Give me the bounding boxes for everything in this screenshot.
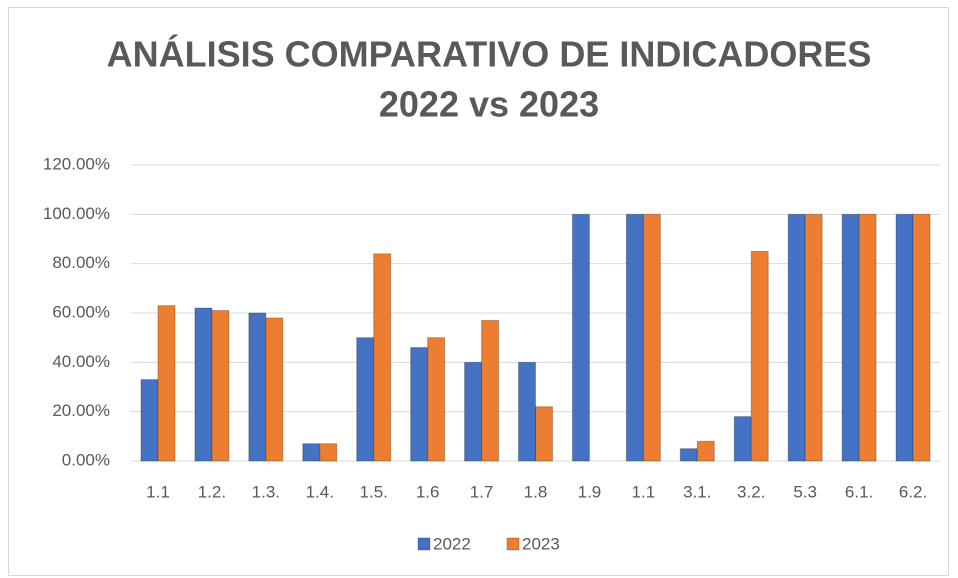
bar	[733, 416, 752, 462]
bar	[319, 443, 338, 462]
y-tick-label: 120.00%	[43, 154, 110, 173]
y-tick-label: 40.00%	[52, 352, 110, 371]
x-tick-label: 1.1	[632, 482, 656, 501]
bar	[858, 213, 877, 462]
bar	[642, 213, 661, 462]
x-tick-label: 1.3.	[252, 482, 280, 501]
y-tick-label: 60.00%	[52, 302, 110, 321]
legend-label: 2022	[433, 534, 471, 553]
bar	[481, 319, 500, 462]
x-tick-label: 1.7	[470, 482, 494, 501]
x-tick-label: 6.1.	[845, 482, 873, 501]
chart-title: 2022 vs 2023	[379, 84, 599, 125]
chart-title: ANÁLISIS COMPARATIVO DE INDICADORES	[107, 34, 872, 75]
bar	[912, 213, 931, 462]
y-tick-label: 100.00%	[43, 204, 110, 223]
bar	[248, 312, 267, 462]
bar	[841, 213, 860, 462]
bar	[625, 213, 644, 462]
bar	[787, 213, 806, 462]
x-tick-label: 1.9	[578, 482, 602, 501]
x-tick-label: 1.6	[416, 482, 440, 501]
x-tick-label: 6.2.	[899, 482, 927, 501]
x-tick-label: 1.1	[146, 482, 170, 501]
bar	[373, 253, 392, 462]
bar	[750, 250, 769, 462]
legend-swatch	[506, 537, 520, 551]
bar	[211, 310, 230, 462]
bar	[696, 440, 715, 462]
bar	[679, 448, 698, 462]
bar	[464, 361, 483, 462]
bar	[410, 347, 429, 462]
bar	[140, 379, 159, 462]
x-tick-label: 1.4.	[306, 482, 334, 501]
y-tick-label: 20.00%	[52, 401, 110, 420]
y-tick-label: 80.00%	[52, 253, 110, 272]
bar	[356, 337, 375, 462]
bar	[535, 406, 553, 462]
x-tick-label: 3.1.	[683, 482, 711, 501]
bar	[265, 317, 284, 462]
bar	[804, 213, 823, 462]
bar	[571, 213, 590, 462]
x-tick-label: 1.5.	[360, 482, 388, 501]
legend-swatch	[417, 537, 431, 551]
bar	[194, 307, 213, 462]
x-tick-label: 1.2.	[198, 482, 226, 501]
bar	[302, 443, 321, 462]
bar	[895, 213, 914, 462]
bar	[427, 337, 446, 462]
x-tick-label: 5.3	[793, 482, 817, 501]
y-tick-label: 0.00%	[62, 450, 110, 469]
x-tick-label: 1.8	[524, 482, 548, 501]
legend-label: 2023	[522, 534, 560, 553]
bar	[518, 361, 536, 462]
x-tick-label: 3.2.	[737, 482, 765, 501]
bar	[157, 305, 176, 462]
